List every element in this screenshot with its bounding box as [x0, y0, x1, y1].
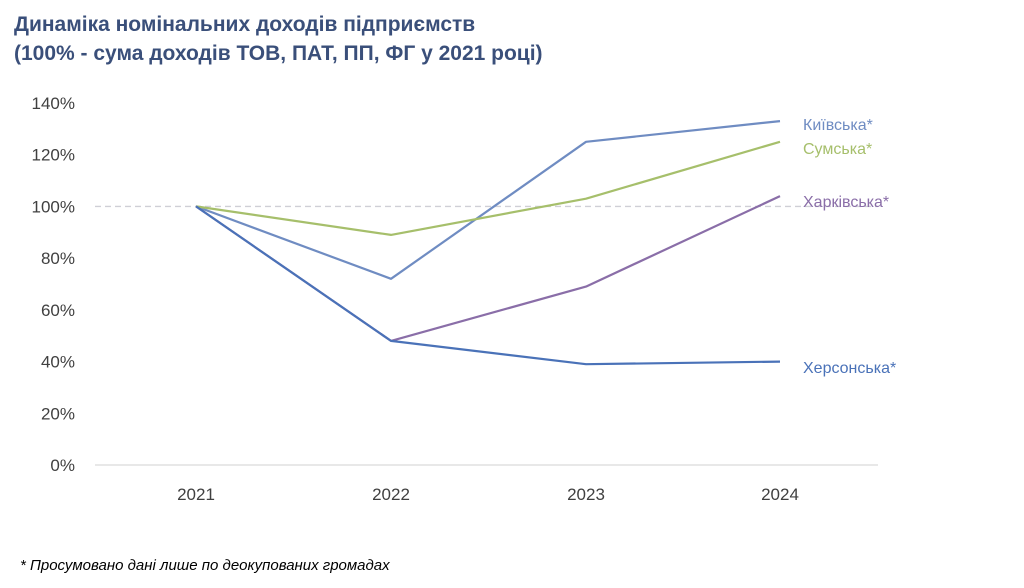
- series-labels: Київська* Сумська* Харківська* Херсонська*: [803, 117, 896, 377]
- footnote: * Просумовано дані лише по деокупованих …: [20, 557, 390, 574]
- series-label: Херсонська*: [803, 360, 896, 377]
- x-tick-label: 2023: [567, 485, 605, 504]
- x-tick-label: 2024: [761, 485, 799, 504]
- series-line-2: [195, 140, 781, 236]
- chart-axes: [95, 205, 878, 466]
- x-tick-label: 2022: [372, 485, 410, 504]
- series-lines: [195, 120, 781, 366]
- y-axis-ticks: 0% 20% 40% 60% 80% 100% 120% 140%: [32, 94, 75, 475]
- y-tick-label: 60%: [41, 301, 75, 320]
- chart-title: Динаміка номінальних доходів підприємств: [14, 13, 476, 36]
- series-line-1: [195, 120, 781, 280]
- y-tick-label: 140%: [32, 94, 75, 113]
- x-tick-label: 2021: [177, 485, 215, 504]
- chart-title-block: Динаміка номінальних доходів підприємств…: [14, 10, 543, 68]
- y-tick-label: 120%: [32, 146, 75, 165]
- series-label: Харківська*: [803, 194, 889, 211]
- chart-subtitle: (100% - сума доходів ТОВ, ПАТ, ПП, ФГ у …: [14, 42, 543, 65]
- series-label: Київська*: [803, 117, 873, 134]
- x-axis-ticks: 2021 2022 2023 2024: [177, 485, 799, 504]
- y-tick-label: 40%: [41, 353, 75, 372]
- series-line-4: [195, 205, 781, 366]
- y-tick-label: 0%: [50, 456, 75, 475]
- y-tick-label: 100%: [32, 197, 75, 216]
- y-tick-label: 20%: [41, 404, 75, 423]
- y-tick-label: 80%: [41, 249, 75, 268]
- series-label: Сумська*: [803, 141, 872, 158]
